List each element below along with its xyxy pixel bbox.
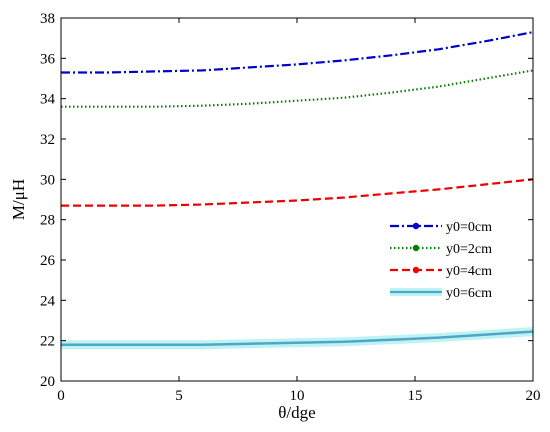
y-tick-label: 20 (40, 374, 55, 390)
legend-marker (412, 244, 420, 252)
y-tick-label: 30 (40, 172, 55, 188)
x-tick-label: 15 (408, 388, 423, 404)
series-layer (61, 31, 534, 350)
y-axis-label: M/μH (9, 179, 28, 220)
legend-label: y0=6cm (446, 286, 492, 301)
legend: y0=0cm y0=2cm y0=4cm y0=6cm (390, 220, 492, 301)
legend-label: y0=0cm (446, 220, 492, 235)
legend-marker (412, 222, 420, 230)
y-tick-label: 26 (40, 253, 56, 269)
x-tick-label: 5 (175, 388, 183, 404)
y-tick-label: 34 (40, 92, 56, 108)
ticks-layer: 0 5 10 15 20 20 22 24 26 28 30 32 34 36 38 (40, 11, 541, 404)
x-tick-label: 20 (526, 388, 541, 404)
series-line-3 (61, 330, 534, 346)
y-tick-label: 38 (40, 11, 55, 27)
legend-marker (412, 266, 420, 274)
y-tick-label: 36 (40, 51, 56, 67)
series-line-0 (61, 31, 534, 74)
y-tick-label: 24 (40, 293, 56, 309)
x-tick-label: 10 (290, 388, 305, 404)
y-tick-label: 32 (40, 132, 55, 148)
y-tick-label: 22 (40, 334, 55, 350)
series-line-2 (61, 178, 534, 207)
legend-label: y0=4cm (446, 264, 492, 279)
y-tick-label: 28 (40, 213, 55, 229)
series-line-1 (61, 69, 534, 108)
legend-label: y0=2cm (446, 242, 492, 257)
x-tick-label: 0 (57, 388, 65, 404)
x-axis-label: θ/dge (278, 403, 315, 422)
